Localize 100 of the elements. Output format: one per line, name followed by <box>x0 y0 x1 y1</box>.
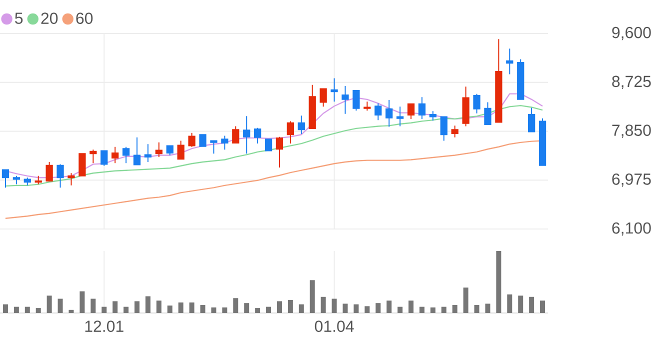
bar <box>211 307 216 313</box>
bar <box>496 251 502 313</box>
candlestick <box>2 169 10 188</box>
bar <box>364 306 370 313</box>
candlestick <box>517 58 524 100</box>
bar <box>354 304 359 313</box>
candlestick <box>12 175 20 185</box>
candlestick <box>188 132 196 148</box>
candlestick <box>440 116 448 142</box>
bar <box>178 302 184 313</box>
y-tick-label: 7,850 <box>612 124 651 138</box>
bar <box>463 288 468 313</box>
candlestick <box>506 48 514 75</box>
candlestick <box>243 116 250 154</box>
candlestick <box>484 102 492 126</box>
bar <box>156 300 162 313</box>
y-tick-label: 8,725 <box>612 76 651 89</box>
candlestick <box>298 115 305 135</box>
candlestick <box>286 120 294 144</box>
candlestick <box>56 164 64 188</box>
candlestick <box>320 88 327 108</box>
candlestick <box>429 110 436 122</box>
candlestick <box>221 135 228 150</box>
bar <box>342 304 348 313</box>
bar <box>189 302 194 313</box>
bar <box>398 306 403 313</box>
bar <box>2 304 8 313</box>
bar <box>474 304 480 313</box>
candlestick <box>342 86 349 114</box>
bar <box>200 304 206 313</box>
bar <box>68 310 74 313</box>
candlestick <box>386 99 393 128</box>
candlestick <box>364 101 371 112</box>
candlestick <box>100 150 108 166</box>
candlestick <box>199 134 206 147</box>
bar <box>244 303 250 313</box>
candlestick <box>46 161 53 182</box>
bar <box>452 304 458 313</box>
bar <box>46 296 52 313</box>
candlestick <box>144 144 152 162</box>
bar <box>134 301 140 313</box>
bar <box>376 303 381 313</box>
bar <box>145 296 150 313</box>
bar <box>276 301 282 313</box>
candlestick <box>396 106 404 127</box>
bar <box>310 280 315 313</box>
candlestick <box>155 142 162 158</box>
candlestick <box>528 107 536 132</box>
bar <box>102 306 107 313</box>
candlestick <box>330 78 338 102</box>
bar <box>222 307 228 313</box>
bar <box>507 294 512 313</box>
x-tick-label: 12.01 <box>85 320 124 332</box>
bar <box>266 306 272 313</box>
candlestick <box>166 145 174 156</box>
candlestick <box>276 136 284 168</box>
candlestick <box>254 127 262 144</box>
candlestick <box>122 146 130 164</box>
bar <box>408 300 414 313</box>
bar <box>233 298 238 313</box>
y-tick-label: 9,600 <box>612 26 651 40</box>
bar <box>80 291 85 313</box>
candlestick <box>68 172 75 186</box>
bar <box>529 296 534 313</box>
bar <box>36 308 41 313</box>
bar <box>124 306 129 313</box>
bar <box>419 306 424 313</box>
y-tick-label: 6,100 <box>612 222 651 236</box>
x-tick-label: 01.04 <box>314 320 354 332</box>
candlestick <box>451 125 458 138</box>
candlestick <box>473 93 480 114</box>
bar <box>320 296 326 313</box>
candlestick <box>133 136 141 166</box>
bar <box>112 301 118 313</box>
bar <box>255 308 260 313</box>
candlestick <box>264 138 272 152</box>
candlestick <box>418 96 426 120</box>
y-tick-label: 6,975 <box>612 174 651 187</box>
candlestick <box>34 175 42 185</box>
bar <box>430 307 436 313</box>
candlestick <box>308 84 316 129</box>
candlestick <box>210 140 218 154</box>
bar <box>24 306 30 313</box>
bar <box>332 298 337 313</box>
bar <box>441 306 446 313</box>
bar <box>288 300 293 313</box>
candlestick <box>352 90 360 112</box>
bar <box>386 300 392 313</box>
bar <box>540 300 546 313</box>
bar <box>14 306 19 313</box>
candlestick <box>538 118 546 166</box>
candlestick <box>495 38 502 123</box>
candlestick <box>462 86 470 127</box>
legend-label: 60 <box>76 12 93 24</box>
bar <box>518 296 524 313</box>
legend-label: 20 <box>41 12 58 24</box>
bar <box>90 298 96 313</box>
candlestick <box>78 153 86 176</box>
bar <box>298 304 304 313</box>
candlestick <box>374 102 382 121</box>
